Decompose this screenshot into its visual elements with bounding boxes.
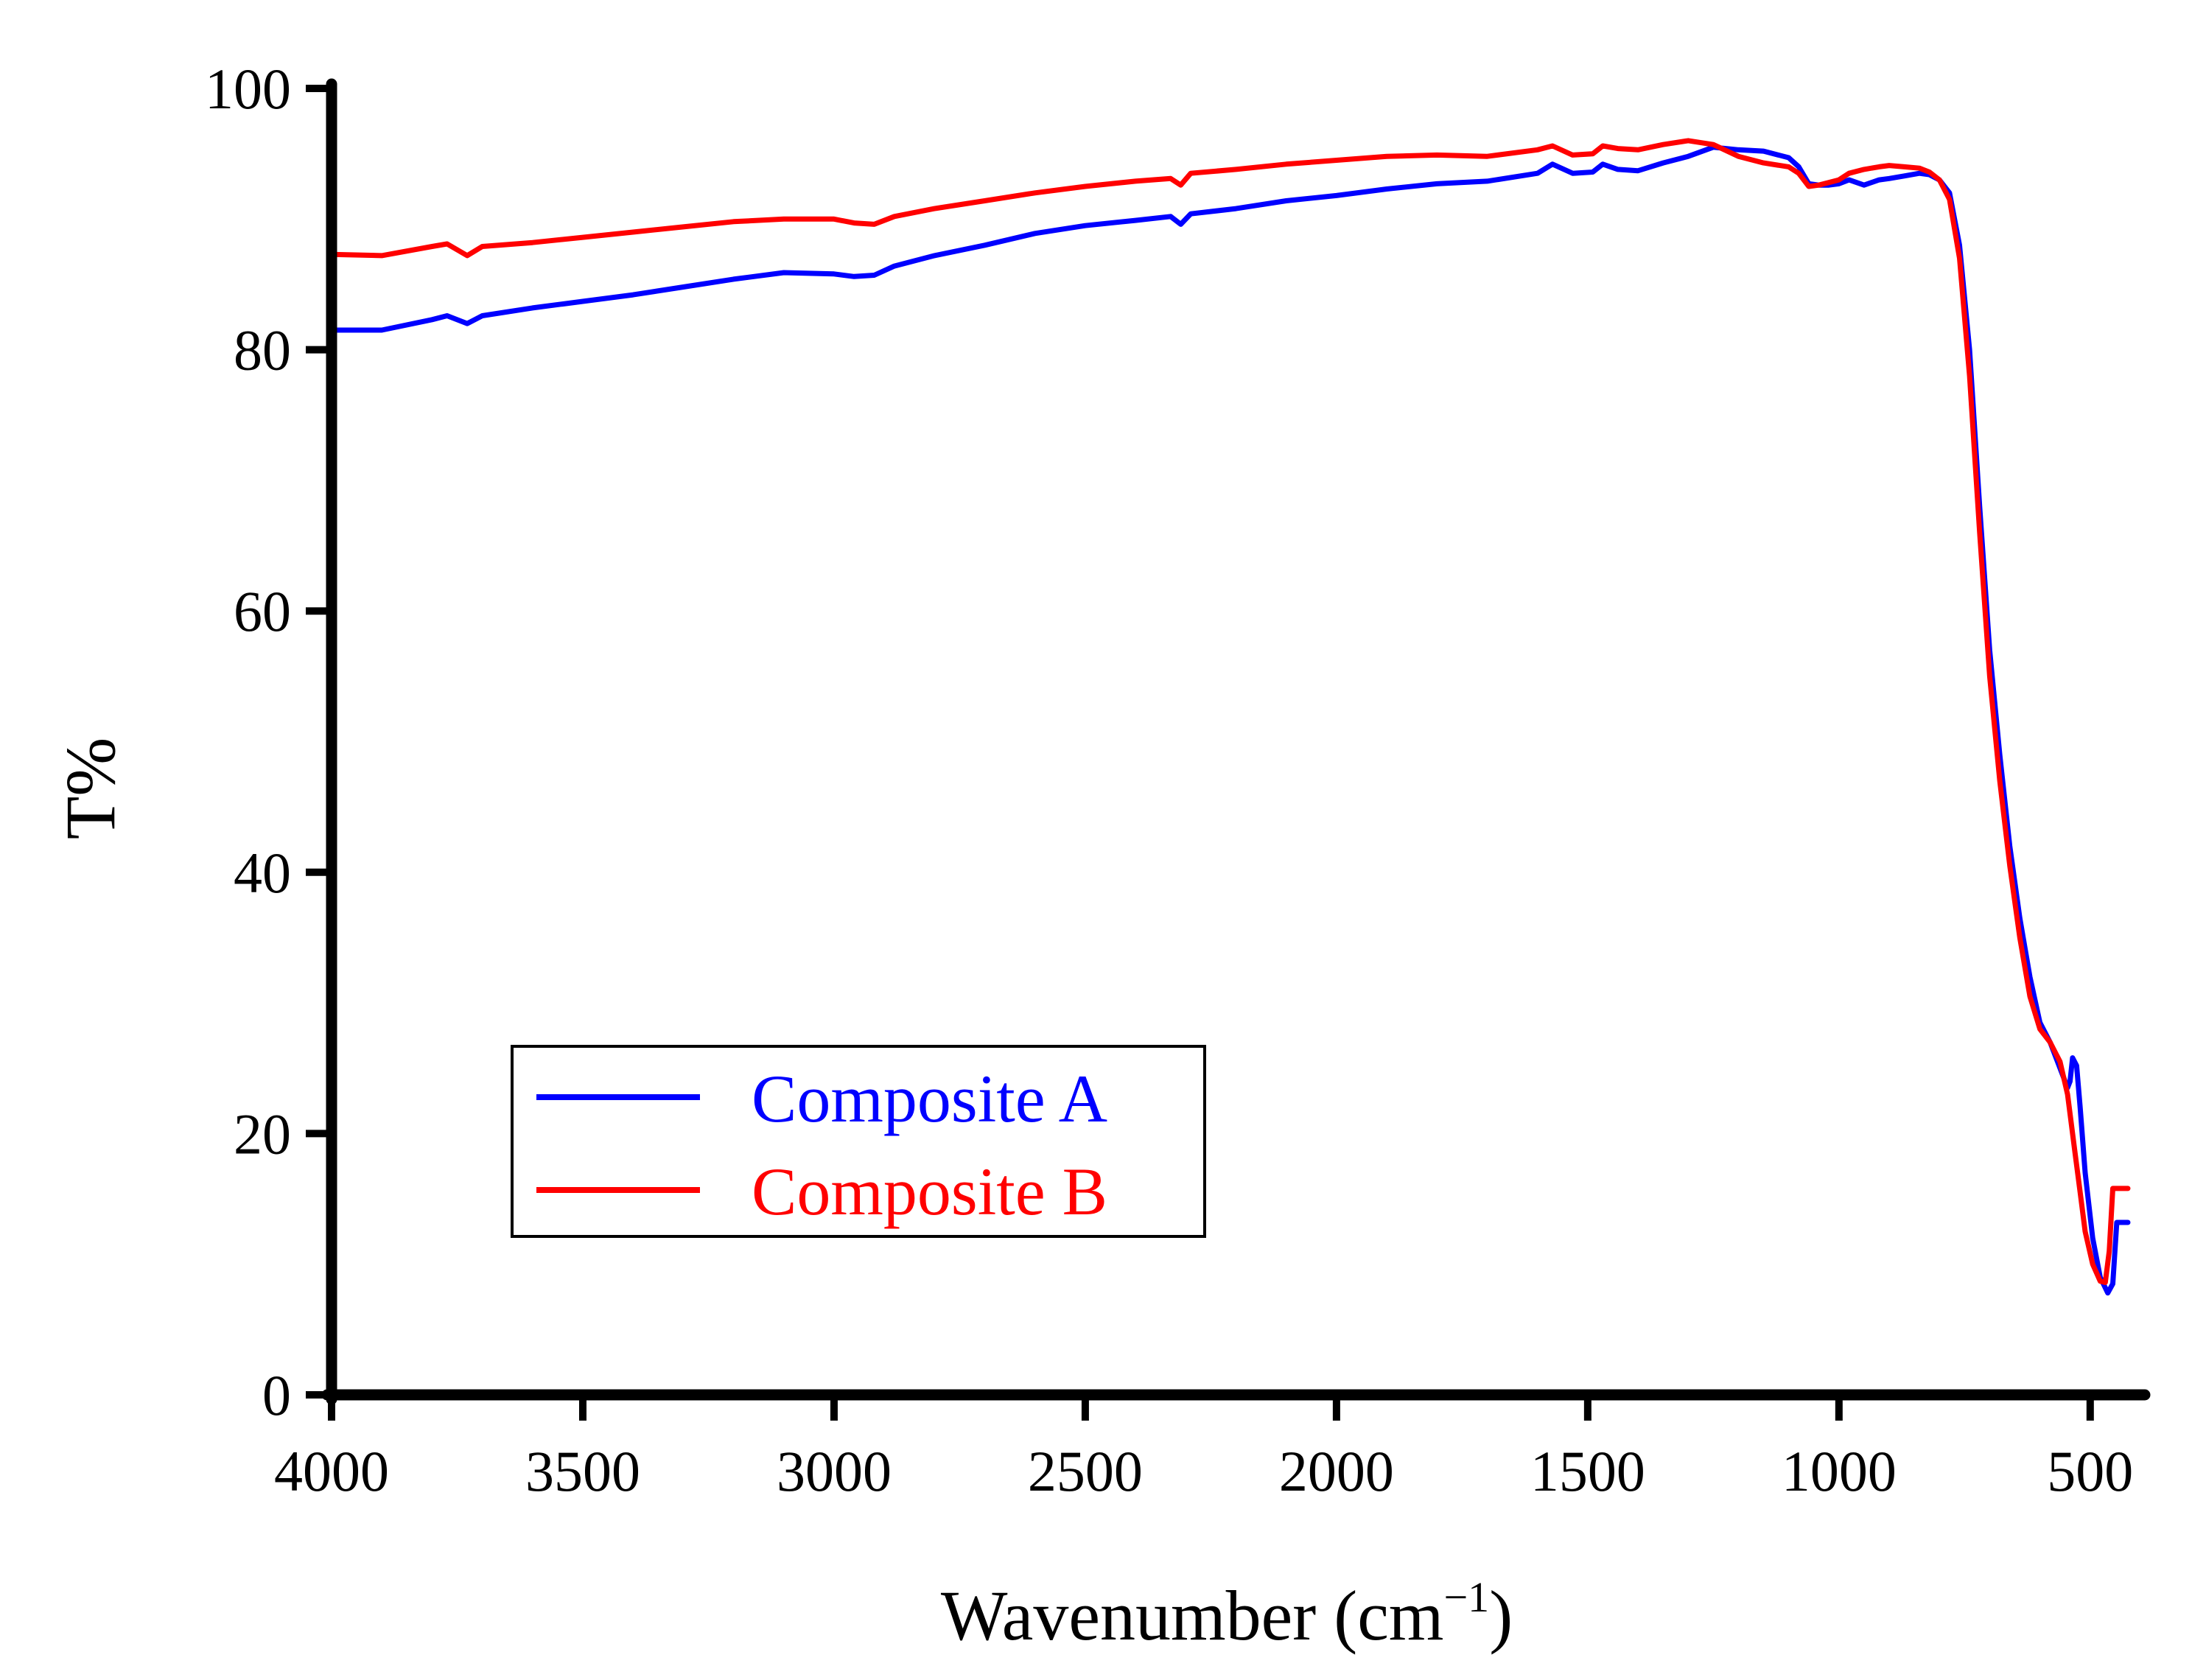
x-tick-label: 4000 — [274, 1439, 389, 1503]
legend-box — [511, 1045, 1206, 1238]
series-layer — [329, 138, 2131, 1296]
legend-label-series-1: Composite A — [752, 1061, 1107, 1136]
x-tick-label: 2500 — [1028, 1439, 1143, 1503]
x-tick-label: 1000 — [1782, 1439, 1897, 1503]
y-tick-label: 40 — [234, 841, 291, 905]
x-tick-label: 1500 — [1530, 1439, 1645, 1503]
y-tick-label: 60 — [234, 579, 291, 643]
x-axis-title-superscript: −1 — [1443, 1573, 1489, 1621]
x-tick-label: 3000 — [777, 1439, 892, 1503]
tick-layer: 0 20 40 60 80 100 4000 3500 3000 2500 2000 1500 1000… — [205, 57, 2133, 1503]
y-tick-label: 20 — [234, 1102, 291, 1166]
y-tick-label: 0 — [262, 1363, 291, 1427]
x-axis-title-close: ) — [1489, 1576, 1513, 1655]
x-tick-label: 3500 — [525, 1439, 640, 1503]
x-axis-title-main: Wavenumber (cm — [941, 1576, 1444, 1655]
y-tick-label: 80 — [234, 318, 291, 382]
y-tick-label: 100 — [205, 57, 291, 121]
x-tick-label: 500 — [2047, 1439, 2133, 1503]
x-axis-title: Wavenumber (cm−1) — [941, 1573, 1513, 1655]
y-axis-title: T% — [51, 738, 130, 840]
legend: Composite A Composite B — [511, 1045, 1206, 1238]
x-tick-label: 2000 — [1279, 1439, 1394, 1503]
legend-label-series-2: Composite B — [752, 1154, 1107, 1229]
series-line-2 — [329, 138, 2131, 1285]
